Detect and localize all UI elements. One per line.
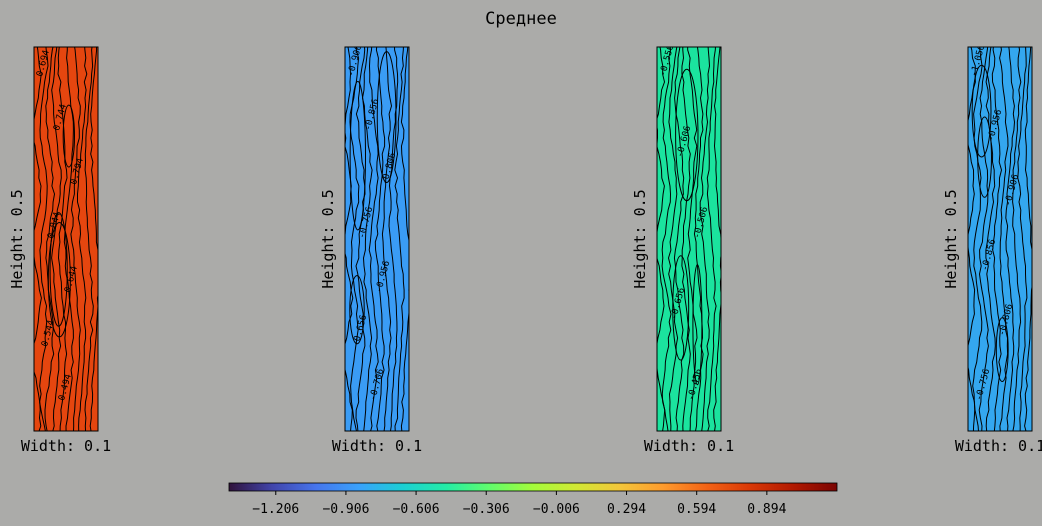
- colorbar-tick-label: 0.294: [607, 502, 646, 517]
- contour-loop: [977, 116, 992, 198]
- contour-line: [1012, 47, 1022, 431]
- contour-line: [77, 47, 88, 431]
- contour-line: [355, 47, 366, 431]
- colorbar: −1.206 −0.906 −0.606 −0.306 −0.006 0.294 0.594…: [228, 482, 838, 517]
- contour-line: [368, 47, 379, 431]
- colorbar-tick-label: 0.594: [677, 502, 716, 517]
- y-axis-label: Height: 0.5: [942, 189, 960, 288]
- panel-frame: [656, 46, 722, 432]
- contour-line: [374, 47, 386, 431]
- contour-line: [57, 47, 68, 431]
- contour-line: [687, 47, 698, 431]
- y-axis-label: Height: 0.5: [8, 189, 26, 288]
- contour-line: [1024, 47, 1032, 431]
- panel-frame: [967, 46, 1033, 432]
- contour-line: [681, 47, 691, 431]
- colorbar-tick-label: −0.606: [393, 502, 440, 517]
- contour-line: [381, 47, 393, 431]
- y-axis-label: Height: 0.5: [319, 189, 337, 288]
- contour-line: [978, 47, 989, 431]
- panel-frame: [344, 46, 410, 432]
- chart-title: Среднее: [485, 9, 557, 29]
- x-axis-label: Width: 0.1: [21, 437, 111, 455]
- contour-line: [345, 47, 354, 431]
- x-axis-label: Width: 0.1: [644, 437, 734, 455]
- contour-line: [661, 47, 672, 431]
- contour-line: [84, 47, 94, 431]
- contour-line: [361, 47, 373, 431]
- contour-loop: [995, 317, 1009, 383]
- contour-loop: [692, 264, 703, 386]
- heatmap-panel-1: 0.6940.7440.7940.8440.6440.5440.494Width…: [8, 46, 111, 455]
- colorbar-tick-label: −0.906: [322, 502, 369, 517]
- contour-line: [51, 47, 62, 431]
- heatmap-panel-2: -0.906-0.856-0.806-0.756-0.956-0.656-0.7…: [319, 46, 422, 455]
- contour-loop: [349, 80, 366, 231]
- colorbar-tick-label: −1.206: [252, 502, 299, 517]
- contour-loop: [672, 255, 690, 361]
- contour-line: [89, 47, 98, 431]
- contour-line: [985, 47, 996, 431]
- colorbar-gradient: [228, 482, 838, 492]
- x-axis-label: Width: 0.1: [955, 437, 1042, 455]
- heatmap-panel-4: -1.056-0.956-0.906-0.856-0.806-0.756Widt…: [942, 46, 1042, 455]
- colorbar-tick-label: −0.306: [463, 502, 510, 517]
- contour-loop: [971, 64, 992, 158]
- contour-line: [39, 47, 49, 431]
- contour-line: [394, 47, 405, 431]
- contour-line: [972, 47, 983, 431]
- contour-line: [34, 47, 42, 431]
- y-axis-label: Height: 0.5: [631, 189, 649, 288]
- colorbar-tick-label: 0.894: [747, 502, 786, 517]
- contour-line: [1017, 47, 1028, 431]
- contour-loop: [47, 222, 71, 338]
- contour-line: [44, 47, 56, 431]
- contour-line: [713, 47, 721, 431]
- colorbar-tick-label: −0.006: [533, 502, 580, 517]
- contour-line: [388, 47, 399, 431]
- contour-line: [991, 47, 1003, 431]
- panel-frame: [33, 46, 99, 432]
- contour-line: [673, 47, 685, 431]
- panels: 0.6940.7440.7940.8440.6440.5440.494Width…: [8, 46, 1042, 455]
- contour-line: [70, 47, 81, 431]
- contour-loop: [62, 104, 76, 168]
- contour-loop: [376, 51, 397, 184]
- x-axis-label: Width: 0.1: [332, 437, 422, 455]
- contour-line: [667, 47, 679, 431]
- contour-line: [1005, 47, 1016, 431]
- contour-line: [699, 47, 711, 431]
- contour-line: [999, 47, 1009, 431]
- contour-loop: [349, 275, 365, 345]
- contour-line: [706, 47, 717, 431]
- contour-loop: [49, 212, 68, 327]
- contour-loop: [675, 68, 699, 202]
